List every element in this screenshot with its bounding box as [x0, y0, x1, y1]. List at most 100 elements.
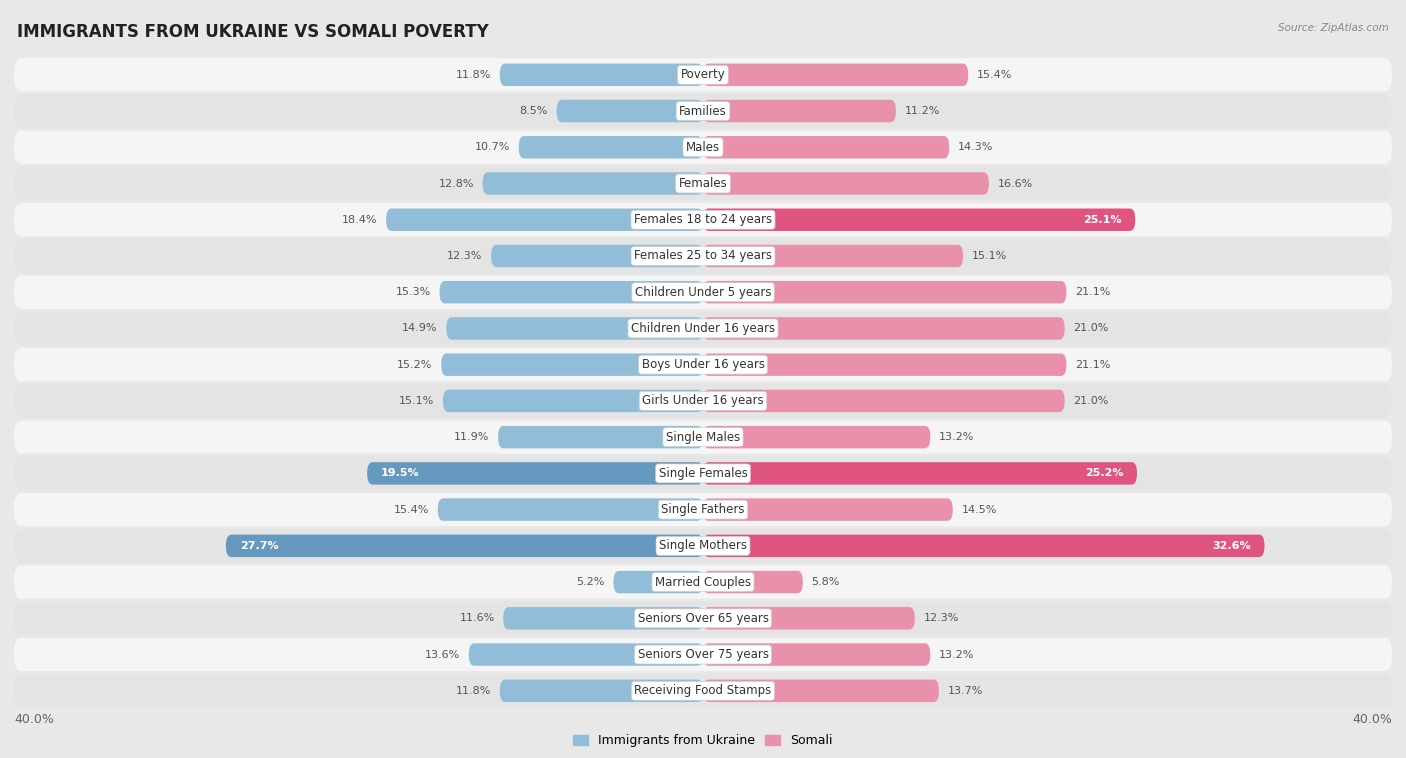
Text: Males: Males: [686, 141, 720, 154]
Text: Poverty: Poverty: [681, 68, 725, 81]
Text: 10.7%: 10.7%: [475, 143, 510, 152]
Text: Single Fathers: Single Fathers: [661, 503, 745, 516]
Text: Married Couples: Married Couples: [655, 575, 751, 588]
Text: 16.6%: 16.6%: [997, 178, 1033, 189]
FancyBboxPatch shape: [703, 462, 1137, 484]
FancyBboxPatch shape: [703, 100, 896, 122]
FancyBboxPatch shape: [14, 240, 1392, 273]
Text: 15.4%: 15.4%: [977, 70, 1012, 80]
FancyBboxPatch shape: [226, 534, 703, 557]
FancyBboxPatch shape: [703, 353, 1066, 376]
FancyBboxPatch shape: [703, 136, 949, 158]
FancyBboxPatch shape: [703, 208, 1135, 231]
FancyBboxPatch shape: [557, 100, 703, 122]
Text: Boys Under 16 years: Boys Under 16 years: [641, 359, 765, 371]
Text: Source: ZipAtlas.com: Source: ZipAtlas.com: [1278, 23, 1389, 33]
Text: 13.2%: 13.2%: [939, 432, 974, 442]
FancyBboxPatch shape: [703, 680, 939, 702]
Text: 21.1%: 21.1%: [1076, 360, 1111, 370]
FancyBboxPatch shape: [14, 565, 1392, 599]
FancyBboxPatch shape: [703, 390, 1064, 412]
Text: Females 25 to 34 years: Females 25 to 34 years: [634, 249, 772, 262]
FancyBboxPatch shape: [499, 680, 703, 702]
FancyBboxPatch shape: [703, 245, 963, 268]
FancyBboxPatch shape: [14, 348, 1392, 381]
Text: Seniors Over 75 years: Seniors Over 75 years: [637, 648, 769, 661]
Text: Children Under 16 years: Children Under 16 years: [631, 322, 775, 335]
FancyBboxPatch shape: [613, 571, 703, 594]
Text: 21.1%: 21.1%: [1076, 287, 1111, 297]
Text: 12.3%: 12.3%: [924, 613, 959, 623]
FancyBboxPatch shape: [14, 493, 1392, 526]
Text: Single Females: Single Females: [658, 467, 748, 480]
FancyBboxPatch shape: [14, 203, 1392, 236]
Text: 8.5%: 8.5%: [520, 106, 548, 116]
Text: Girls Under 16 years: Girls Under 16 years: [643, 394, 763, 407]
FancyBboxPatch shape: [703, 571, 803, 594]
FancyBboxPatch shape: [14, 94, 1392, 127]
Text: Single Males: Single Males: [666, 431, 740, 443]
Text: 15.3%: 15.3%: [395, 287, 430, 297]
FancyBboxPatch shape: [14, 529, 1392, 562]
Text: 15.4%: 15.4%: [394, 505, 429, 515]
Text: Females: Females: [679, 177, 727, 190]
Text: Families: Families: [679, 105, 727, 117]
FancyBboxPatch shape: [14, 384, 1392, 418]
FancyBboxPatch shape: [482, 172, 703, 195]
Text: 13.7%: 13.7%: [948, 686, 983, 696]
FancyBboxPatch shape: [14, 674, 1392, 707]
Text: Seniors Over 65 years: Seniors Over 65 years: [637, 612, 769, 625]
Text: Females 18 to 24 years: Females 18 to 24 years: [634, 213, 772, 226]
Text: 14.9%: 14.9%: [402, 324, 437, 334]
Text: 13.6%: 13.6%: [425, 650, 460, 659]
Text: 21.0%: 21.0%: [1073, 396, 1109, 406]
Text: 27.7%: 27.7%: [239, 541, 278, 551]
Text: 12.8%: 12.8%: [439, 178, 474, 189]
FancyBboxPatch shape: [387, 208, 703, 231]
Text: Single Mothers: Single Mothers: [659, 540, 747, 553]
Text: 12.3%: 12.3%: [447, 251, 482, 261]
FancyBboxPatch shape: [443, 390, 703, 412]
FancyBboxPatch shape: [703, 281, 1066, 303]
Text: 15.1%: 15.1%: [399, 396, 434, 406]
Text: 11.8%: 11.8%: [456, 686, 491, 696]
FancyBboxPatch shape: [503, 607, 703, 630]
Text: 14.5%: 14.5%: [962, 505, 997, 515]
FancyBboxPatch shape: [703, 64, 969, 86]
FancyBboxPatch shape: [367, 462, 703, 484]
FancyBboxPatch shape: [519, 136, 703, 158]
Text: 25.1%: 25.1%: [1083, 215, 1122, 224]
FancyBboxPatch shape: [703, 426, 931, 449]
FancyBboxPatch shape: [14, 58, 1392, 92]
FancyBboxPatch shape: [14, 312, 1392, 345]
FancyBboxPatch shape: [14, 167, 1392, 200]
FancyBboxPatch shape: [491, 245, 703, 268]
Text: 11.8%: 11.8%: [456, 70, 491, 80]
Text: 13.2%: 13.2%: [939, 650, 974, 659]
Text: Receiving Food Stamps: Receiving Food Stamps: [634, 684, 772, 697]
Text: 5.8%: 5.8%: [811, 577, 839, 587]
FancyBboxPatch shape: [703, 534, 1264, 557]
FancyBboxPatch shape: [440, 281, 703, 303]
FancyBboxPatch shape: [468, 644, 703, 666]
FancyBboxPatch shape: [703, 498, 953, 521]
Text: 14.3%: 14.3%: [957, 143, 993, 152]
Text: IMMIGRANTS FROM UKRAINE VS SOMALI POVERTY: IMMIGRANTS FROM UKRAINE VS SOMALI POVERT…: [17, 23, 489, 41]
FancyBboxPatch shape: [14, 421, 1392, 454]
Text: 5.2%: 5.2%: [576, 577, 605, 587]
FancyBboxPatch shape: [498, 426, 703, 449]
Text: 40.0%: 40.0%: [14, 713, 53, 725]
FancyBboxPatch shape: [703, 644, 931, 666]
FancyBboxPatch shape: [499, 64, 703, 86]
FancyBboxPatch shape: [14, 602, 1392, 635]
Text: 11.2%: 11.2%: [904, 106, 939, 116]
Legend: Immigrants from Ukraine, Somali: Immigrants from Ukraine, Somali: [568, 729, 838, 753]
Text: 15.1%: 15.1%: [972, 251, 1007, 261]
Text: 11.6%: 11.6%: [460, 613, 495, 623]
FancyBboxPatch shape: [14, 638, 1392, 672]
Text: 19.5%: 19.5%: [381, 468, 419, 478]
Text: 40.0%: 40.0%: [1353, 713, 1392, 725]
Text: 25.2%: 25.2%: [1085, 468, 1123, 478]
FancyBboxPatch shape: [441, 353, 703, 376]
Text: 32.6%: 32.6%: [1212, 541, 1251, 551]
